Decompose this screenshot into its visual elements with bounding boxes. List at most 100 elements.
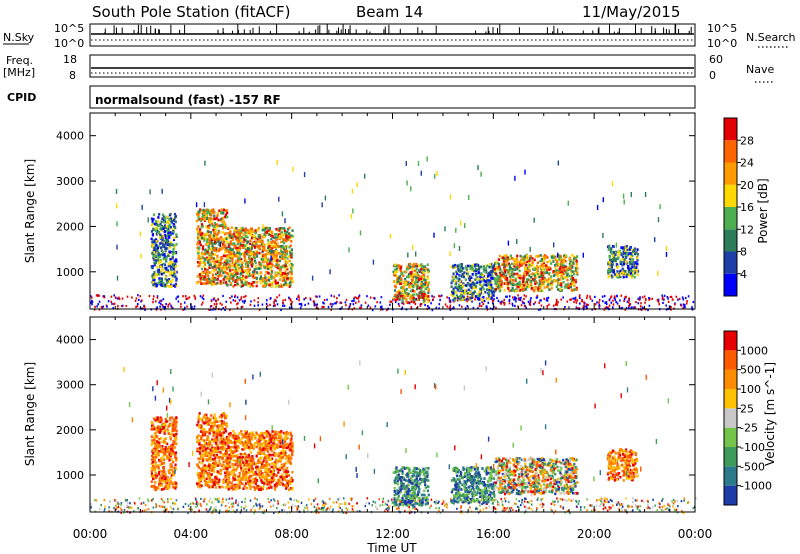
echo-cell [619, 272, 622, 275]
echo-cell [477, 292, 480, 296]
echo-cell [280, 247, 283, 250]
near-range-echo [110, 295, 113, 298]
near-range-echo [163, 506, 166, 509]
echo-cell [513, 259, 516, 263]
echo-cell [410, 273, 413, 277]
echo-cell [229, 283, 232, 286]
near-range-echo [136, 507, 139, 510]
echo-cell [461, 285, 464, 289]
echo-cell [165, 259, 168, 263]
echo-cell [219, 224, 222, 227]
near-range-echo [210, 304, 213, 308]
echo-cell [204, 281, 207, 285]
near-range-echo [103, 510, 106, 513]
near-range-echo [408, 506, 410, 509]
echo-cell [416, 274, 419, 277]
echo-cell [489, 273, 492, 277]
echo-cell [248, 271, 251, 275]
near-range-echo [202, 498, 204, 501]
power-plot-area [90, 113, 695, 309]
echo-cell [465, 268, 468, 272]
sparse-echo [449, 251, 451, 257]
echo-cell [233, 255, 236, 258]
echo-cell [244, 262, 247, 265]
echo-cell [245, 283, 248, 286]
near-range-echo [527, 300, 530, 303]
echo-cell [163, 220, 166, 224]
near-range-echo [294, 505, 297, 508]
echo-cell [518, 269, 521, 273]
near-range-echo [628, 505, 631, 508]
echo-cell [269, 261, 272, 265]
near-range-echo [210, 506, 212, 509]
echo-cell [472, 286, 475, 290]
near-range-echo [116, 501, 119, 504]
echo-cell [403, 281, 406, 284]
echo-cell [202, 282, 205, 285]
near-range-echo [314, 497, 317, 500]
echo-cell [206, 270, 209, 274]
echo-cell [508, 265, 511, 269]
echo-cell [464, 289, 467, 292]
echo-cell [413, 298, 416, 301]
echo-cell [165, 230, 169, 233]
near-range-echo [460, 296, 462, 300]
echo-cell [404, 294, 407, 298]
echo-cell [203, 262, 206, 265]
near-range-echo [413, 505, 415, 508]
echo-cell [275, 238, 278, 242]
near-range-echo [315, 304, 317, 307]
echo-cell [624, 260, 627, 263]
near-range-echo [249, 499, 252, 502]
near-range-echo [692, 300, 695, 304]
echo-cell [524, 288, 527, 291]
near-range-echo [329, 508, 331, 511]
echo-cell [406, 275, 409, 278]
freq-left-tick-top: 18 [63, 53, 77, 66]
echo-cell [228, 259, 232, 263]
echo-cell [248, 282, 251, 285]
echo-cell [255, 267, 258, 271]
echo-cell [161, 217, 164, 220]
echo-cell [399, 282, 402, 285]
echo-cell [170, 280, 173, 284]
near-range-echo [598, 307, 601, 310]
near-range-echo [555, 302, 558, 305]
echo-cell [454, 266, 457, 269]
near-range-echo [251, 506, 254, 509]
echo-cell [203, 210, 206, 213]
echo-cell [164, 275, 168, 278]
echo-cell [222, 254, 225, 257]
echo-cell [415, 268, 418, 271]
echo-cell [230, 251, 233, 254]
near-range-echo [296, 508, 299, 511]
near-range-echo [399, 298, 401, 301]
echo-cell [162, 262, 165, 266]
echo-cell [240, 280, 243, 284]
echo-cell [199, 243, 202, 247]
echo-cell [290, 240, 293, 243]
near-range-echo [373, 296, 375, 300]
echo-cell [173, 224, 176, 228]
echo-cell [251, 274, 254, 278]
echo-cell [246, 275, 249, 279]
colorbar-segment [724, 273, 737, 296]
echo-cell [290, 248, 293, 251]
near-range-echo [556, 497, 558, 500]
near-range-echo [135, 305, 137, 309]
colorbar-segment [724, 162, 737, 185]
echo-cell [159, 255, 162, 259]
echo-cell [281, 240, 284, 244]
near-range-echo [536, 296, 539, 299]
near-range-echo [646, 499, 649, 503]
near-range-echo [308, 498, 310, 501]
near-range-echo [382, 497, 385, 500]
echo-cell [289, 244, 292, 247]
echo-cell [517, 282, 520, 285]
echo-cell [214, 253, 217, 256]
near-range-echo [280, 308, 282, 312]
y-tick-label: 3000 [56, 175, 84, 188]
echo-cell [251, 258, 254, 261]
echo-cell [271, 235, 274, 238]
echo-cell [453, 298, 456, 302]
